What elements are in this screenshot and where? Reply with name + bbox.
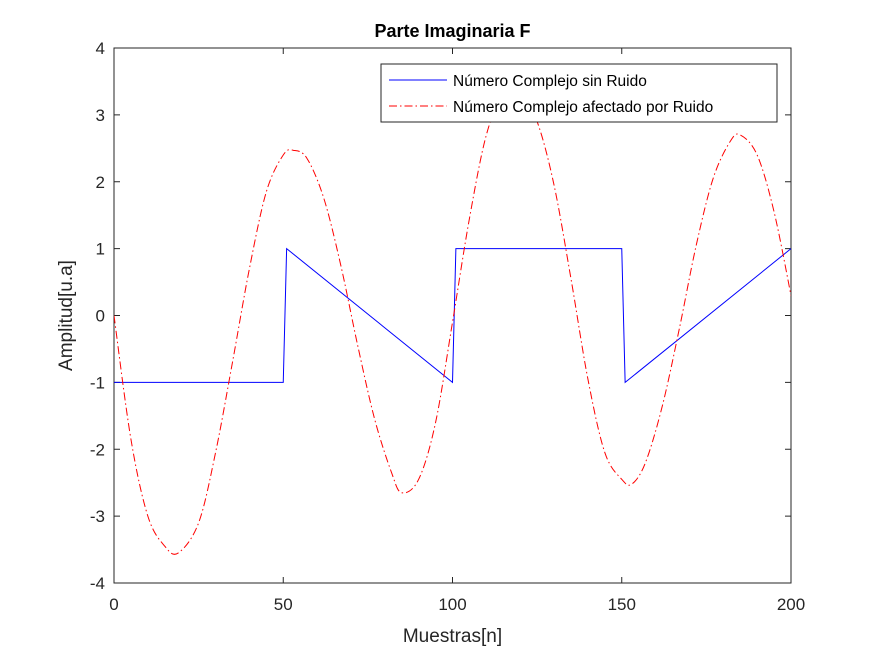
x-tick-label: 200 [777, 595, 805, 614]
legend-box [380, 63, 778, 123]
chart-title: Parte Imaginaria F [374, 21, 530, 41]
legend-label-1: Número Complejo sin Ruido [453, 73, 647, 90]
y-tick-label: -2 [90, 440, 105, 459]
series-layer [114, 88, 791, 555]
x-tick-label: 50 [274, 595, 293, 614]
series-line-2 [114, 88, 791, 555]
y-tick-label: 3 [96, 106, 105, 125]
legend: Número Complejo sin Ruido Número Complejo… [380, 63, 778, 123]
y-tick-label: -1 [90, 373, 105, 392]
x-tick-label: 0 [109, 595, 118, 614]
y-axis-label: Amplitud[u.a] [56, 260, 77, 371]
axes-box [113, 47, 792, 584]
x-ticks: 0 50 100 150 200 [109, 48, 805, 614]
series-line-1 [114, 247, 791, 384]
y-tick-label: 1 [96, 240, 105, 259]
x-tick-label: 100 [438, 595, 466, 614]
y-tick-label: 2 [96, 173, 105, 192]
y-tick-label: 4 [96, 39, 105, 58]
y-tick-label: -4 [90, 574, 105, 593]
y-tick-label: -3 [90, 507, 105, 526]
y-ticks: -4 -3 -2 -1 0 1 2 3 4 [90, 39, 791, 593]
x-axis-label: Muestras[n] [403, 626, 502, 647]
x-tick-label: 150 [608, 595, 636, 614]
legend-label-2: Número Complejo afectado por Ruido [453, 99, 713, 116]
y-tick-label: 0 [96, 307, 105, 326]
